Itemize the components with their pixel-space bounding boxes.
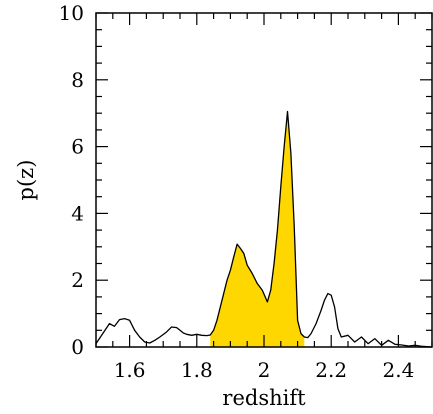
x-tick-label: 1.8: [181, 358, 213, 382]
tick-label-layer: 1.6 1.8 2 2.2 2.4 0 2 4 6 8 10: [59, 1, 415, 382]
plot-area: [95, 12, 433, 348]
y-tick-label: 4: [71, 201, 84, 225]
x-tick-label: 1.6: [114, 358, 146, 382]
highlight-fill-layer: [210, 111, 305, 347]
x-axis-title: redshift: [222, 386, 306, 410]
x-tick-label: 2.4: [382, 358, 414, 382]
y-tick-label: 8: [71, 68, 84, 92]
pz-curve: [95, 110, 433, 348]
y-tick-label: 0: [71, 335, 84, 359]
y-tick-label: 6: [71, 135, 84, 159]
y-tick-label: 10: [59, 1, 84, 25]
y-tick-label: 2: [71, 268, 84, 292]
x-tick-label: 2: [258, 358, 271, 382]
y-axis-title: p(z): [14, 160, 38, 201]
highlight-area: [210, 111, 305, 347]
tick-layer: [95, 12, 433, 348]
x-tick-label: 2.2: [315, 358, 347, 382]
curve-layer: [95, 110, 433, 348]
plot-frame: [95, 12, 433, 348]
